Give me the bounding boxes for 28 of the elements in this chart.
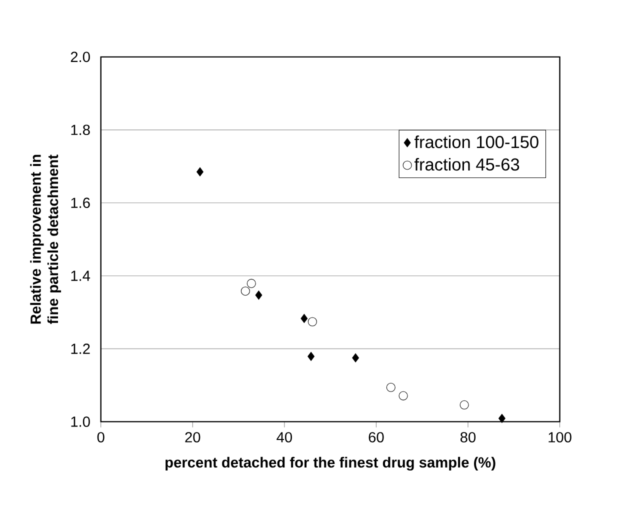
point <box>308 352 315 361</box>
point <box>196 167 204 176</box>
y-tick-label: 1.0 <box>71 416 90 427</box>
x-tick-label: 100 <box>548 432 572 442</box>
point <box>308 317 317 326</box>
point <box>398 391 408 400</box>
y-tick-label: 1.6 <box>71 198 90 208</box>
point <box>498 414 506 423</box>
legend-label: fraction 100-150 <box>414 135 538 148</box>
point <box>460 400 469 410</box>
x-tick-label: 80 <box>460 432 476 442</box>
x-tick-label: 60 <box>368 432 384 442</box>
y-tick-label: 1.8 <box>71 124 90 136</box>
point <box>300 314 308 323</box>
x-tick-label: 20 <box>185 432 200 442</box>
point <box>240 286 250 296</box>
y-axis-title: Relative improvement in fine particle detachment <box>30 154 62 324</box>
point <box>246 278 256 288</box>
y-tick-label: 1.4 <box>71 270 90 281</box>
point <box>386 382 396 392</box>
y-tick-label: 1.2 <box>71 344 90 354</box>
x-tick-label: 0 <box>97 432 104 442</box>
x-tick-label: 40 <box>276 432 292 442</box>
y-tick-label: 2.0 <box>70 52 90 62</box>
legend-label: fraction 45-63 <box>414 158 520 171</box>
point <box>352 353 360 362</box>
x-axis-title: percent detached for the finest drug sample (%) <box>166 456 496 471</box>
point <box>255 290 262 300</box>
